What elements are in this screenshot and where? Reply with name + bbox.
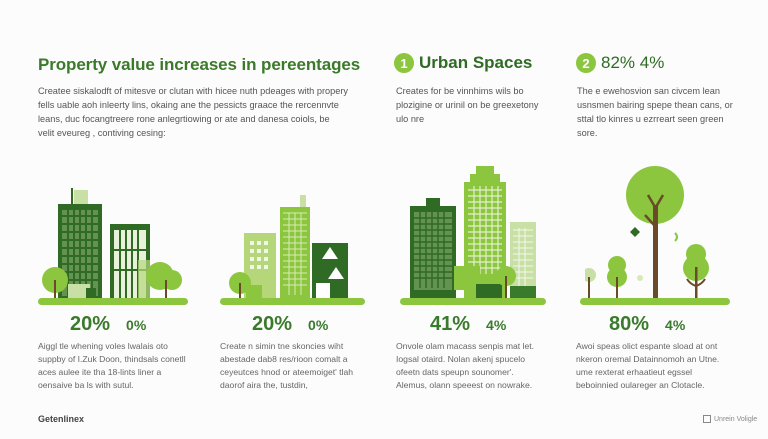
brand-label: Getenlinex	[38, 414, 85, 424]
card-description: Onvole olam macass senpis mat let. Iogsa…	[396, 341, 535, 390]
stat-card-4: 80% 4%	[609, 313, 685, 336]
secondary-percentage: 0%	[308, 317, 329, 333]
section-description: Creates for be vinnhims wils bo plozigin…	[396, 86, 539, 124]
secondary-percentage: 4%	[486, 317, 507, 333]
trees-illustration	[585, 166, 709, 298]
secondary-percentage: 4%	[665, 317, 686, 333]
image-credit: Unrein Voligle	[703, 415, 757, 423]
section-title-text: 82% 4%	[601, 53, 665, 72]
ground-strip	[220, 298, 365, 305]
section-title-stats: 2 82% 4%	[576, 53, 664, 73]
card-description: Create n simin tne skoncies wiht abestad…	[220, 341, 354, 390]
city-skyline-illustration	[410, 166, 536, 300]
primary-percentage: 80%	[609, 313, 650, 335]
intro-text: Createe siskalodft of mitesve or clutan …	[38, 86, 348, 138]
secondary-percentage: 0%	[126, 317, 147, 333]
card-description: Awoi speas olict espante sload at ont nk…	[576, 341, 720, 390]
section-description: The e ewehosvion san civcem lean usnsmen…	[577, 86, 733, 138]
ground-strip	[400, 298, 546, 305]
page-title: Property value increases in pereentages	[38, 55, 361, 74]
primary-percentage: 41%	[430, 313, 471, 335]
primary-percentage: 20%	[70, 313, 111, 335]
card-description: Aiggl tle whening voles lwalais oto supp…	[38, 341, 186, 390]
step-number-badge: 2	[576, 53, 596, 73]
stat-card-1: 20% 0%	[70, 313, 146, 336]
residential-buildings-illustration	[229, 195, 348, 299]
stat-card-2: 20% 0%	[252, 313, 328, 336]
section-title-text: Urban Spaces	[419, 53, 533, 72]
office-buildings-illustration	[42, 188, 182, 300]
primary-percentage: 20%	[252, 313, 293, 335]
step-number-badge: 1	[394, 53, 414, 73]
ground-strip	[38, 298, 188, 305]
ground-strip	[580, 298, 730, 305]
image-icon	[703, 415, 711, 423]
credit-text: Unrein Voligle	[714, 415, 758, 423]
section-title-urban-spaces: 1 Urban Spaces	[394, 53, 532, 73]
stat-card-3: 41% 4%	[430, 313, 506, 336]
